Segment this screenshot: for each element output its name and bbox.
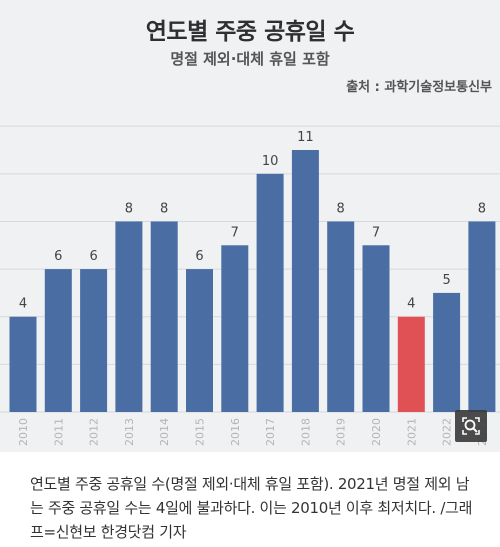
data-label-2017: 10 — [262, 154, 279, 169]
x-tick-label-2021: 2021 — [405, 418, 418, 446]
x-tick-label-2014: 2014 — [158, 418, 171, 446]
data-label-2018: 11 — [297, 130, 314, 145]
x-tick-label-2012: 2012 — [88, 418, 101, 446]
bar-2010 — [9, 316, 37, 412]
bar-2012 — [80, 269, 108, 412]
bar-2018 — [291, 150, 319, 412]
bar-2022 — [433, 292, 461, 412]
bar-2017 — [256, 173, 284, 412]
data-label-2020: 7 — [372, 225, 380, 240]
data-label-2016: 7 — [231, 225, 239, 240]
data-label-2015: 6 — [195, 249, 203, 264]
x-tick-label-2010: 2010 — [17, 418, 30, 446]
x-tick-label-2013: 2013 — [123, 418, 136, 446]
bar-2014 — [150, 221, 178, 412]
x-tick-label-2020: 2020 — [370, 418, 383, 446]
data-label-2022: 5 — [442, 273, 450, 288]
x-tick-label-2017: 2017 — [264, 418, 277, 446]
chart-source: 출처 : 과학기술정보통신부 — [346, 80, 492, 95]
data-label-2023: 8 — [478, 201, 486, 216]
x-tick-label-2022: 2022 — [441, 418, 454, 446]
bar-2013 — [115, 221, 143, 412]
data-label-2014: 8 — [160, 201, 168, 216]
bar-2016 — [221, 245, 249, 412]
chart-figure: 연도별 주중 공휴일 수 명절 제외·대체 휴일 포함 출처 : 과학기술정보통… — [0, 0, 500, 452]
bar-2011 — [44, 269, 72, 412]
data-label-2012: 6 — [89, 249, 97, 264]
bar-2019 — [327, 221, 355, 412]
bar-2020 — [362, 245, 390, 412]
x-tick-label-2018: 2018 — [299, 418, 312, 446]
bar-2015 — [186, 269, 213, 412]
bar-2023 — [468, 221, 496, 412]
data-label-2019: 8 — [337, 201, 345, 216]
zoom-button[interactable] — [455, 410, 487, 442]
x-tick-label-2019: 2019 — [335, 418, 348, 446]
chart-title: 연도별 주중 공휴일 수 — [145, 19, 355, 45]
chart-subtitle: 명절 제외·대체 휴일 포함 — [170, 50, 330, 68]
x-tick-label-2015: 2015 — [194, 418, 207, 446]
x-tick-label-2016: 2016 — [229, 418, 242, 446]
data-label-2010: 4 — [19, 297, 27, 312]
data-label-2011: 6 — [54, 249, 62, 264]
x-tick-label-2011: 2011 — [52, 418, 65, 446]
bar-2021 — [397, 316, 425, 412]
bar-chart: 4 2010 6 2011 6 2012 8 2013 8 2014 6 2015 7 2016 10 201… — [0, 125, 500, 446]
zoom-search-icon — [462, 417, 480, 435]
image-caption: 연도별 주중 공휴일 수(명절 제외·대체 휴일 포함). 2021년 명절 제… — [30, 475, 473, 541]
data-label-2013: 8 — [125, 201, 133, 216]
data-label-2021: 4 — [407, 297, 415, 312]
